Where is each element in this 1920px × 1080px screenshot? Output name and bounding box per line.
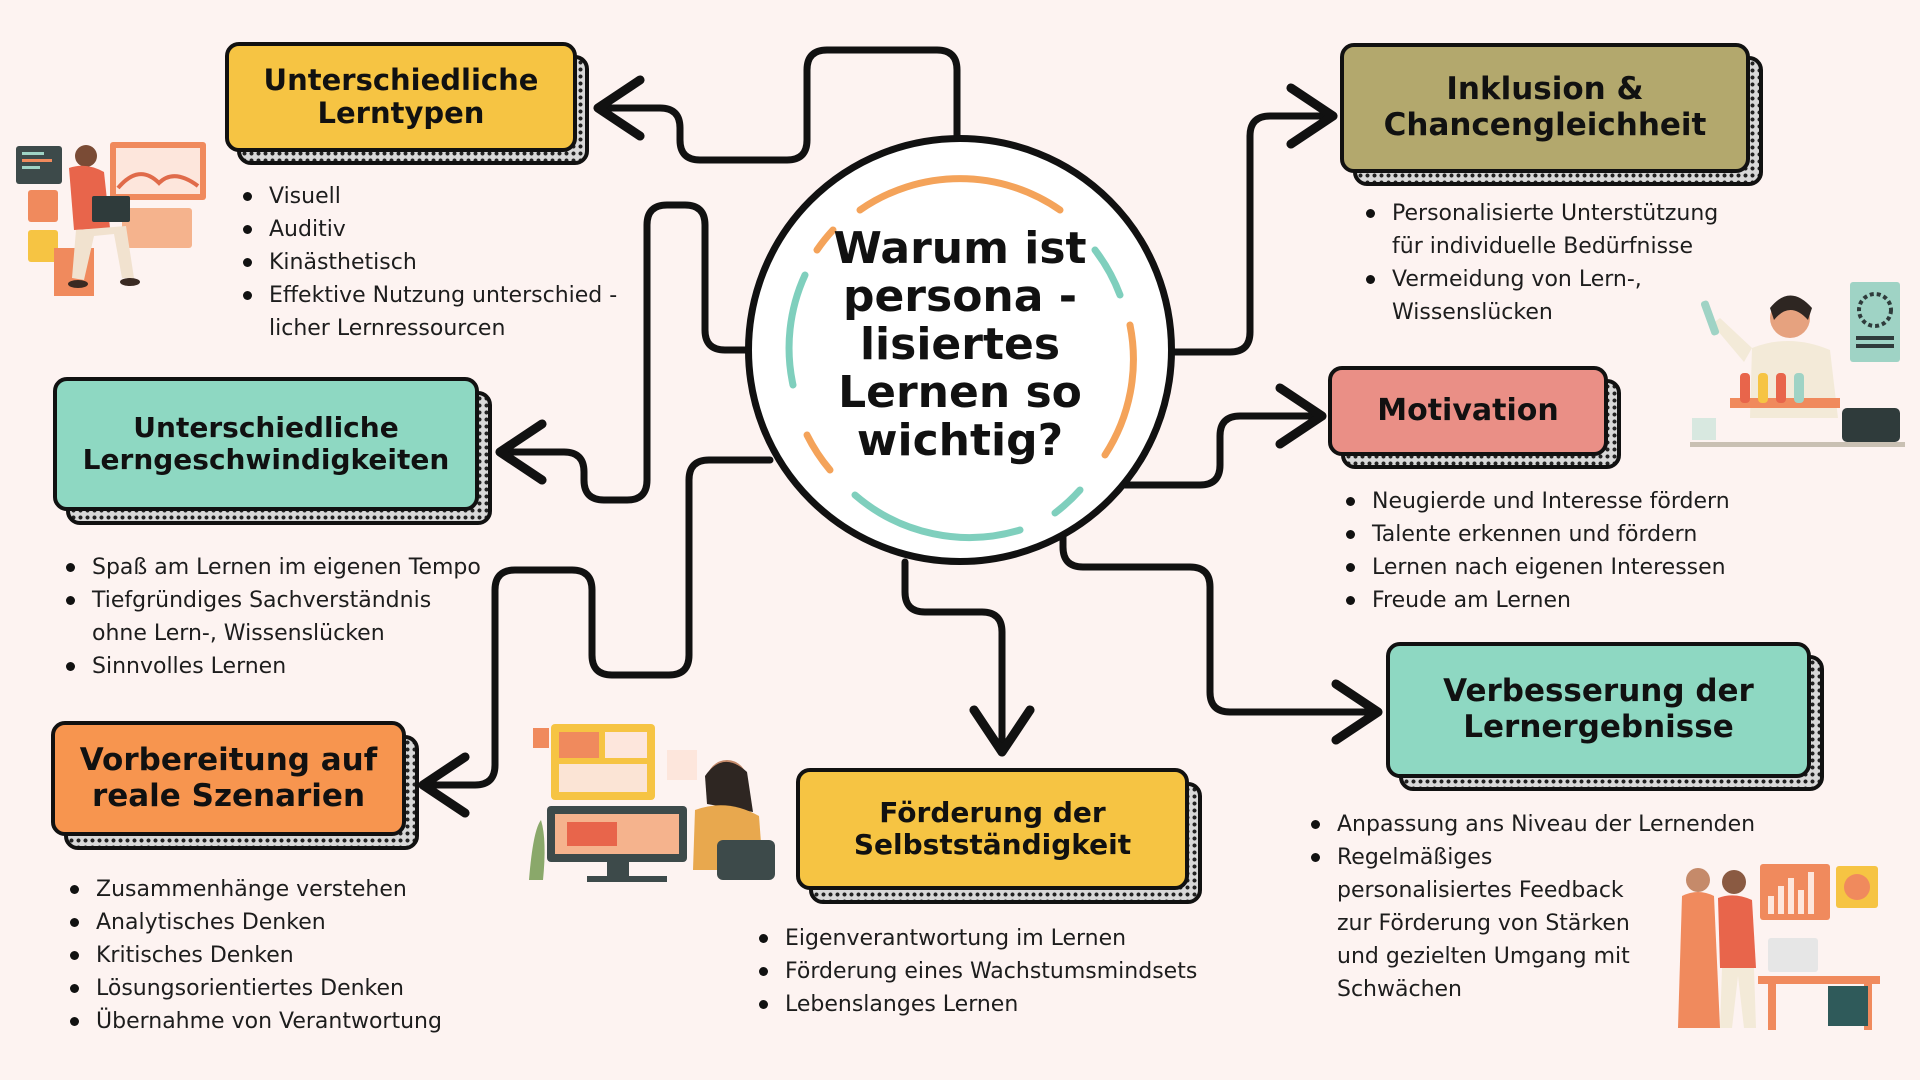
ring-arc-left-b (785, 271, 809, 389)
two-people-at-desk-icon (1678, 864, 1880, 1030)
center-dashed-ring (785, 175, 1137, 541)
center-title-line: Warum ist (833, 223, 1087, 274)
center-title-line: wichtig? (856, 415, 1064, 466)
list-item: Neugierde und Interesse fördern (1342, 485, 1802, 518)
center-title-line: lisiertes (859, 319, 1061, 370)
list-item: Effektive Nutzung unterschied - licher L… (239, 279, 659, 345)
ring-arc-right-b (1101, 321, 1137, 459)
list-item: Übernahme von Verantwortung (66, 1005, 486, 1038)
list-item: Förderung eines Wachstumsmindsets (755, 955, 1235, 988)
list-item: Freude am Lernen (1342, 584, 1802, 617)
selbststaendigkeit-bullets: Eigenverantwortung im Lernen Förderung e… (755, 922, 1235, 1021)
ring-arc-left-a (803, 431, 834, 474)
list-item: Lernen nach eigenen Interessen (1342, 551, 1802, 584)
center-title-line: persona - (842, 271, 1078, 322)
list-item: Analytisches Denken (66, 906, 486, 939)
center-title: Warum ist persona - lisiertes Lernen so … (800, 225, 1120, 465)
ring-arc-top (856, 175, 1064, 214)
ring-arc-bottom-b (851, 491, 1024, 541)
selbststaendigkeit-box: Förderung der Selbstständigkeit (796, 768, 1189, 890)
lerntypen-title: Unterschiedliche Lerntypen (263, 62, 539, 130)
list-item: Visuell (239, 180, 659, 213)
motivation-box: Motivation (1328, 366, 1608, 456)
connector-lerntypen (593, 46, 961, 164)
list-item: Auditiv (239, 213, 659, 246)
motivation-bullets: Neugierde und Interesse fördern Talente … (1342, 485, 1802, 617)
center-title-line: Lernen so (838, 367, 1082, 418)
list-item: Talente erkennen und fördern (1342, 518, 1802, 551)
list-item: Spaß am Lernen im eigenen Tempo (62, 551, 522, 584)
list-item: Regelmäßiges personalisiertes Feedback z… (1307, 841, 1787, 1006)
inklusion-bullets: Personalisierte Unterstützung für indivi… (1362, 197, 1742, 329)
inklusion-title: Inklusion & Chancengleichheit (1383, 71, 1707, 143)
szenarien-box: Vorbereitung auf reale Szenarien (51, 721, 406, 836)
list-item: Lebenslanges Lernen (755, 988, 1235, 1021)
connector-motivation (1121, 383, 1327, 489)
list-item: Anpassung ans Niveau der Lernenden (1307, 808, 1787, 841)
ring-arc-bottom-a (1051, 486, 1084, 517)
list-item: Personalisierte Unterstützung für indivi… (1362, 197, 1742, 263)
lernergebnisse-box: Verbesserung der Lernergebnisse (1386, 642, 1811, 778)
list-item: Vermeidung von Lern-, Wissenslücken (1362, 263, 1742, 329)
lernergebnisse-bullets: Anpassung ans Niveau der Lernenden Regel… (1307, 808, 1787, 1006)
scientist-with-test-tubes-icon (1690, 282, 1905, 447)
lerntypen-bullets: Visuell Auditiv Kinästhetisch Effektive … (239, 180, 659, 345)
connector-selbststaendigkeit (901, 558, 1035, 757)
list-item: Sinnvolles Lernen (62, 650, 522, 683)
list-item: Kritisches Denken (66, 939, 486, 972)
selbststaendigkeit-title: Förderung der Selbstständigkeit (853, 795, 1132, 861)
connector-geschwindigkeit (495, 201, 752, 504)
motivation-title: Motivation (1377, 392, 1559, 428)
connector-lernergebnisse (1059, 531, 1383, 745)
szenarien-title: Vorbereitung auf reale Szenarien (79, 741, 378, 814)
list-item: Kinästhetisch (239, 246, 659, 279)
list-item: Tiefgründiges Sachverständnis ohne Lern-… (62, 584, 522, 650)
geschwindigkeit-box: Unterschiedliche Lerngeschwindigkeiten (53, 377, 479, 511)
szenarien-bullets: Zusammenhänge verstehen Analytisches Den… (66, 873, 486, 1038)
lernergebnisse-title: Verbesserung der Lernergebnisse (1443, 673, 1754, 745)
person-at-computer-icon (529, 724, 775, 882)
ring-arc-right-a (1091, 246, 1124, 299)
list-item: Eigenverantwortung im Lernen (755, 922, 1235, 955)
ring-arc-left-c (813, 226, 837, 254)
connector-szenarien (418, 456, 774, 818)
lerntypen-box: Unterschiedliche Lerntypen (225, 42, 577, 152)
geschwindigkeit-title: Unterschiedliche Lerngeschwindigkeiten (82, 410, 450, 476)
connector-inklusion (1171, 83, 1338, 356)
person-with-laptop-icon (16, 142, 206, 296)
geschwindigkeit-bullets: Spaß am Lernen im eigenen Tempo Tiefgrün… (62, 551, 522, 683)
list-item: Zusammenhänge verstehen (66, 873, 486, 906)
center-circle (745, 135, 1175, 565)
list-item: Lösungsorientiertes Denken (66, 972, 486, 1005)
inklusion-box: Inklusion & Chancengleichheit (1340, 43, 1750, 173)
